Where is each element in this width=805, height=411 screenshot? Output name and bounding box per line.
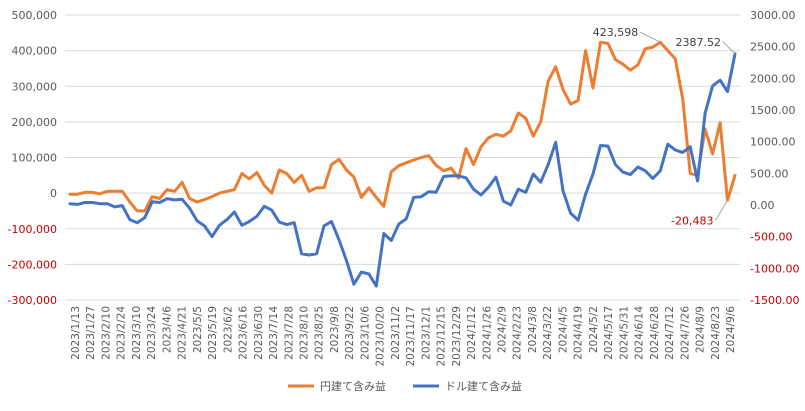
annotation-leader [722,41,736,55]
x-tick-label: 2023/1/27 [85,306,97,360]
x-tick-label: 2023/10/20 [375,306,387,367]
y-right-tick-label: 1000.00 [750,136,796,149]
y-left-tick-label: 100,000 [12,152,58,165]
annotation-leader [640,31,661,43]
x-tick-label: 2023/6/2 [222,306,234,353]
x-tick-label: 2023/7/28 [283,306,295,360]
y-right-tick-label: 1500.00 [750,104,796,117]
x-tick-label: 2024/2/9 [497,306,509,353]
series-line-usd [68,52,737,288]
y-right-tick-label: 2000.00 [750,72,796,85]
x-tick-label: 2023/8/10 [298,306,310,360]
x-tick-label: 2023/4/6 [161,306,173,353]
y-left-tick-label: 400,000 [12,45,58,58]
y-left-tick-label: -300,000 [8,294,57,307]
x-tick-label: 2023/11/2 [390,306,402,360]
y-right-tick-label: -1000.00 [750,262,799,275]
x-tick-label: 2024/3/22 [542,306,554,360]
x-tick-label: 2023/8/25 [314,306,326,360]
legend-label: ドル建て含み益 [445,379,522,393]
x-tick-label: 2023/9/8 [329,306,341,353]
x-tick-label: 2024/1/12 [466,306,478,360]
x-tick-label: 2024/3/8 [527,306,539,353]
x-tick-label: 2023/5/5 [192,306,204,353]
y-left-tick-label: 500,000 [12,9,58,22]
x-tick-label: 2024/8/23 [710,306,722,360]
annotation-label: -20,483 [671,214,713,227]
x-tick-label: 2024/6/14 [634,306,646,360]
x-tick-label: 2023/12/1 [420,306,432,360]
legend-label: 円建て含み益 [320,379,386,393]
y-left-tick-label: 300,000 [12,80,58,93]
x-tick-label: 2023/10/6 [359,306,371,360]
x-tick-label: 2024/8/9 [695,306,707,353]
x-tick-label: 2023/12/29 [451,306,463,367]
x-tick-label: 2023/2/10 [100,306,112,360]
y-right-tick-label: 0.00 [750,199,775,212]
x-tick-label: 2023/2/24 [116,306,128,360]
x-tick-label: 2023/1/13 [70,306,82,360]
y-left-tick-label: -100,000 [8,223,57,236]
x-tick-label: 2024/9/6 [725,306,737,353]
x-tick-label: 2024/4/19 [573,306,585,360]
x-tick-label: 2024/5/31 [618,306,630,360]
x-tick-label: 2024/7/26 [679,306,691,360]
x-tick-label: 2024/4/5 [557,306,569,353]
x-tick-label: 2023/3/24 [146,306,158,360]
x-tick-label: 2023/5/19 [207,306,219,360]
x-tick-label: 2024/5/17 [603,306,615,360]
x-tick-label: 2023/12/15 [436,306,448,367]
x-tick-label: 2024/2/23 [512,306,524,360]
x-tick-label: 2024/1/26 [481,306,493,360]
x-tick-label: 2023/4/21 [177,306,189,360]
y-right-tick-label: 2500.00 [750,41,796,54]
x-tick-label: 2024/7/12 [664,306,676,360]
x-tick-label: 2023/11/17 [405,306,417,367]
x-tick-label: 2023/6/16 [238,306,250,360]
x-tick-label: 2024/6/28 [649,306,661,360]
x-tick-label: 2023/9/22 [344,306,356,360]
y-right-tick-label: 3000.00 [750,9,796,22]
y-right-tick-label: -500.00 [750,231,792,244]
y-left-tick-label: 200,000 [12,116,58,129]
x-tick-label: 2023/7/14 [268,306,280,360]
x-tick-label: 2024/5/2 [588,306,600,353]
y-left-tick-label: -200,000 [8,258,57,271]
annotation-leader [715,200,728,221]
y-left-tick-label: 0 [50,187,57,200]
x-tick-label: 2023/3/10 [131,306,143,360]
y-right-tick-label: 500.00 [750,167,789,180]
annotation-label: 423,598 [593,26,639,39]
y-right-tick-label: -1500.00 [750,294,799,307]
x-tick-label: 2023/6/30 [253,306,265,360]
annotation-label: 2387.52 [676,36,722,49]
series-line-jpy [68,40,737,213]
